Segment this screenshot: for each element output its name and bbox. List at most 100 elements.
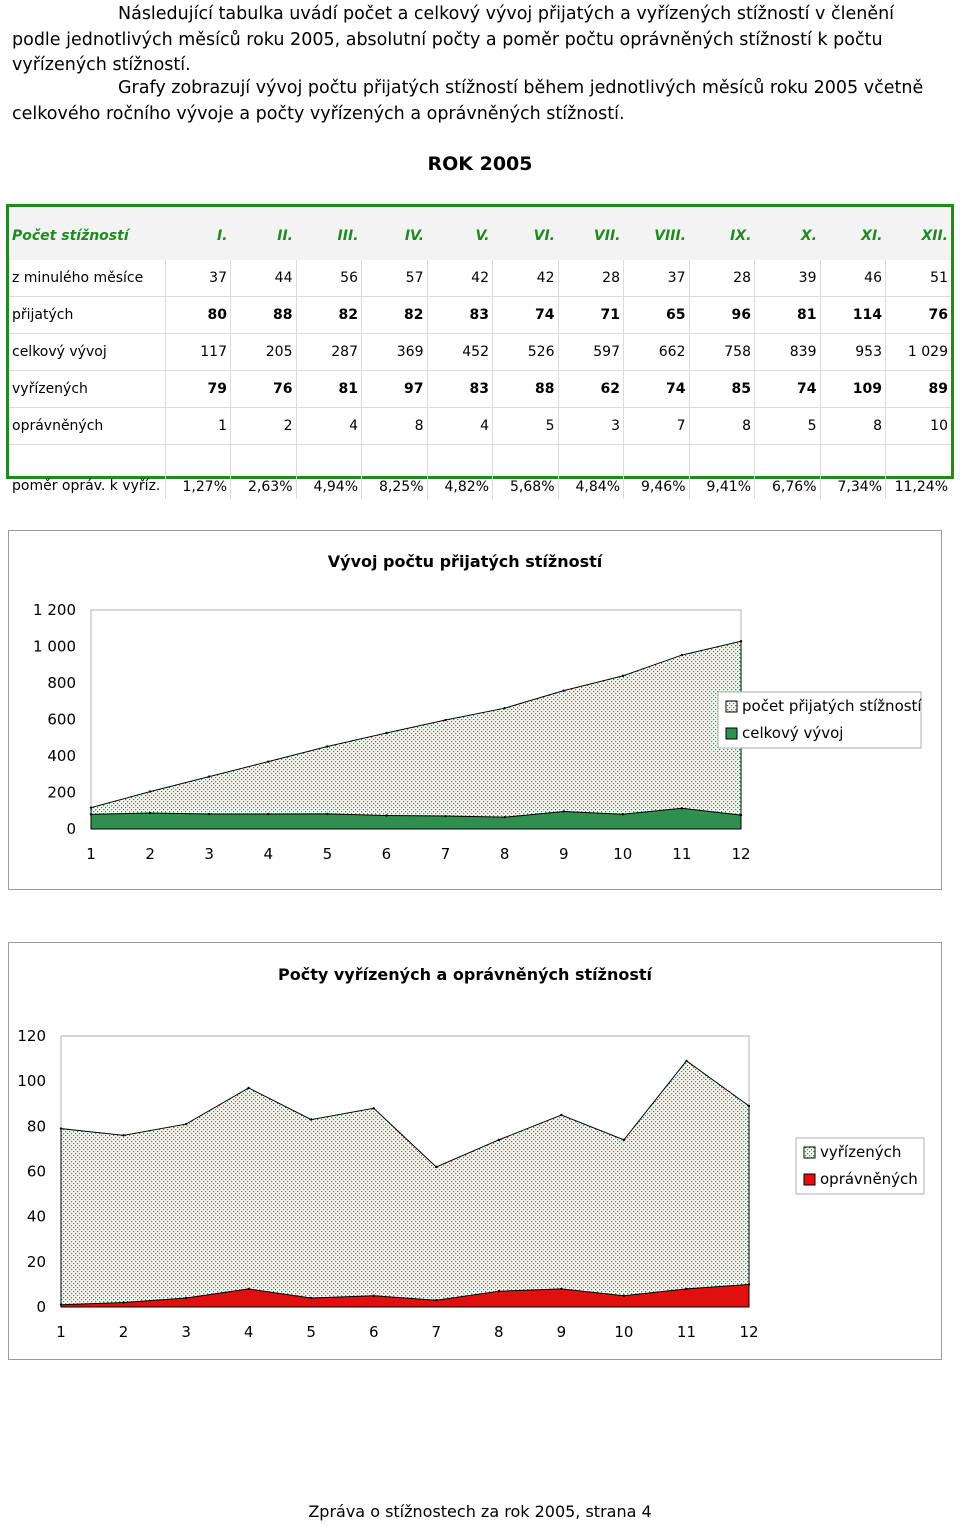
y-tick-label: 800 [47,674,76,692]
table-cell: 81 [295,370,362,408]
x-tick-label: 9 [559,845,569,863]
data-point [503,706,506,710]
table-cell: 7,34% [819,444,886,499]
y-tick-label: 100 [17,1072,46,1090]
table-cell: 88 [492,370,558,408]
table-cell: 953 [819,333,886,371]
table-cell: 7 [623,407,689,445]
y-tick-label: 600 [47,711,76,729]
data-point [385,814,388,817]
data-point [739,813,743,817]
table-cell: 42 [492,260,558,297]
data-point [309,1296,313,1300]
month-header: IX. [689,207,755,260]
x-tick-label: 9 [557,1323,567,1341]
data-point [247,1086,250,1090]
x-tick-label: 5 [306,1323,316,1341]
table-cell: 57 [361,260,427,297]
table-cell: 97 [361,370,427,408]
table-cell: 526 [492,333,558,371]
table-cell: 46 [819,260,886,297]
x-tick-label: 1 [56,1323,66,1341]
x-tick-label: 6 [382,845,392,863]
x-tick-label: 7 [441,845,451,863]
legend-label: oprávněných [820,1170,918,1188]
data-point [444,814,447,818]
data-point [326,812,329,816]
data-point [435,1299,438,1302]
x-tick-label: 3 [204,845,214,863]
data-point [326,745,329,748]
table-cell: 83 [426,296,493,334]
table-cell: 62 [557,370,624,408]
y-tick-label: 40 [27,1208,46,1226]
y-tick-label: 200 [47,784,76,802]
table-row: oprávněných 1 2 4 8 4 5 3 7 8 5 8 10 [9,407,951,445]
table-cell: 3 [557,407,624,445]
table-cell: 44 [230,260,296,297]
table-cell: 4,94% [295,444,362,499]
month-header: VII. [558,207,624,260]
table-cell: 74 [492,296,558,334]
x-tick-label: 12 [739,1323,758,1341]
table-cell: 79 [164,370,231,408]
x-tick-label: 3 [181,1323,191,1341]
chart-title: Počty vyřízených a oprávněných stížností [278,965,653,984]
table-cell: 39 [754,260,820,297]
data-point [444,718,447,722]
table-cell: 2 [230,407,296,445]
month-header: X. [754,207,820,260]
legend-swatch [725,700,738,713]
x-tick-label: 11 [677,1323,696,1341]
data-point [562,810,565,813]
table-cell: 89 [885,370,951,408]
table-cell: 65 [623,296,689,334]
data-point [309,1118,313,1121]
intro-text-1: Následující tabulka uvádí počet a celkov… [12,4,895,75]
legend-box [717,691,922,749]
month-header: VIII. [623,207,689,260]
x-tick-label: 6 [369,1323,379,1341]
legend-label: vyřízených [820,1143,901,1161]
table-cell: 6,76% [754,444,820,499]
table-cell: 88 [230,296,296,334]
data-point [560,1113,563,1117]
table-cell: 10 [885,407,951,445]
data-point [747,1283,751,1286]
table-cell: 71 [557,296,624,334]
legend-swatch [725,727,738,740]
month-header: XI. [820,207,886,260]
x-tick-label: 11 [672,845,691,863]
legend-swatch [803,1146,816,1159]
legend-swatch [803,1173,816,1186]
table-cell: 8 [361,407,427,445]
table-cell: 109 [819,370,886,408]
x-tick-label: 1 [86,845,96,863]
data-point [680,653,684,657]
data-point [148,811,152,815]
x-tick-label: 5 [323,845,333,863]
table-row: celkový vývoj 117 205 287 369 452 526 597 662 758… [9,333,951,371]
data-point [372,1107,375,1110]
data-point [184,1122,188,1126]
row-label: vyřízených [9,370,165,408]
received-complaints-chart: Vývoj počtu přijatých stížností 0 200 400 60… [8,530,942,890]
y-tick-label: 1 200 [33,601,76,619]
intro-text-2: Grafy zobrazují vývoj počtu přijatých st… [12,78,924,124]
table-cell: 839 [754,333,820,371]
chart-title: Vývoj počtu přijatých stížností [328,552,604,571]
table-cell: 758 [688,333,755,371]
data-point [148,790,152,793]
data-point [267,760,270,763]
table-cell: 9,41% [688,444,755,499]
data-point [622,1138,626,1142]
table-cell: 9,46% [623,444,689,499]
x-tick-label: 10 [614,1323,633,1341]
data-point [685,1059,688,1063]
table-cell: 662 [623,333,689,371]
table-row: přijatých 80 88 82 82 83 74 71 65 96 81 114 76 [9,296,951,334]
table-row: vyřízených 79 76 81 97 83 88 62 74 85 74 109 89 [9,370,951,408]
x-tick-label: 10 [613,845,632,863]
table-cell: 83 [426,370,493,408]
row-label: oprávněných [9,407,165,445]
